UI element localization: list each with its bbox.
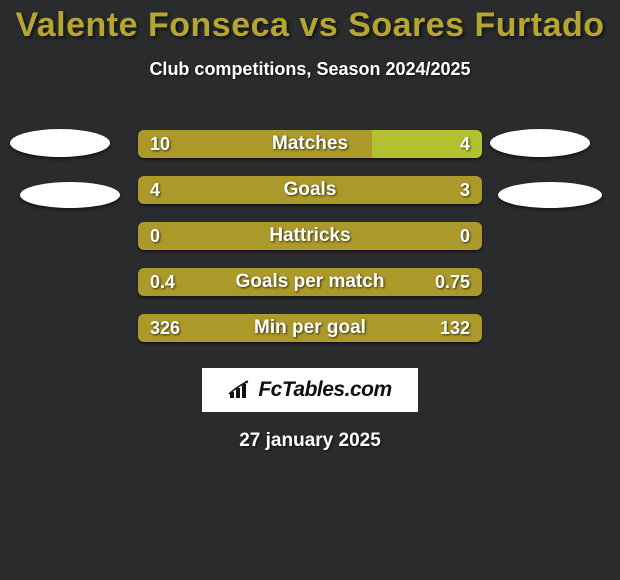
bar-wrap <box>138 130 482 158</box>
stat-row: 0.40.75Goals per match <box>0 258 620 304</box>
bar-left <box>138 130 372 158</box>
bar-left <box>138 222 482 250</box>
club-badge-placeholder <box>20 182 120 208</box>
bar-left <box>138 268 482 296</box>
date-text: 27 january 2025 <box>0 430 620 452</box>
bar-chart-icon <box>228 380 252 400</box>
value-right: 4 <box>460 130 470 158</box>
club-badge-placeholder <box>490 129 590 157</box>
value-right: 3 <box>460 176 470 204</box>
value-right: 0.75 <box>435 268 470 296</box>
value-right: 132 <box>440 314 470 342</box>
value-left: 0 <box>150 222 160 250</box>
logo-box: FcTables.com <box>202 368 418 412</box>
value-left: 4 <box>150 176 160 204</box>
value-left: 326 <box>150 314 180 342</box>
club-badge-placeholder <box>498 182 602 208</box>
bar-wrap <box>138 268 482 296</box>
stat-row: 00Hattricks <box>0 212 620 258</box>
bar-wrap <box>138 222 482 250</box>
bar-wrap <box>138 314 482 342</box>
value-left: 10 <box>150 130 170 158</box>
club-badge-placeholder <box>10 129 110 157</box>
subtitle: Club competitions, Season 2024/2025 <box>0 59 620 80</box>
comparison-chart: 104Matches43Goals00Hattricks0.40.75Goals… <box>0 120 620 350</box>
bar-left <box>138 314 482 342</box>
stat-row: 326132Min per goal <box>0 304 620 350</box>
value-left: 0.4 <box>150 268 175 296</box>
value-right: 0 <box>460 222 470 250</box>
bar-left <box>138 176 482 204</box>
logo-text: FcTables.com <box>258 378 391 402</box>
bar-wrap <box>138 176 482 204</box>
page-title: Valente Fonseca vs Soares Furtado <box>0 0 620 45</box>
